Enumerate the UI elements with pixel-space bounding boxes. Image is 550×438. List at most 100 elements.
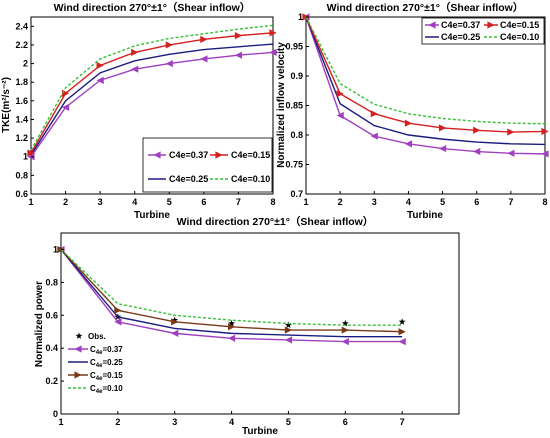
chart-tke-title: Wind direction 270°±1°（Shear inflow） bbox=[54, 1, 251, 14]
velocity-series-c4e-0-37-point bbox=[473, 147, 481, 156]
power-series-c4e-0-15-point bbox=[284, 326, 293, 334]
x-tick-label: 8 bbox=[542, 197, 547, 207]
y-tick-label: 0.8 bbox=[15, 170, 28, 180]
tke-series-c4e-0-37-line bbox=[30, 51, 274, 158]
power-series-c4e-0-15-point bbox=[227, 323, 236, 331]
y-tick-label: 1.4 bbox=[15, 114, 28, 124]
legend-label-c4e-0-10: C4e=0.10 bbox=[500, 32, 539, 42]
chart-velocity-marks bbox=[302, 13, 549, 158]
chart-tke-marks bbox=[27, 24, 277, 161]
tke-series-c4e-0-37-point bbox=[269, 48, 277, 56]
velocity-series-c4e-0-37-point bbox=[370, 132, 378, 140]
x-tick-label: 8 bbox=[270, 197, 275, 207]
tke-series-c4e-0-37-point bbox=[234, 51, 243, 59]
power-series-c4e-0-37-point bbox=[227, 334, 236, 342]
velocity-series-c4e-0-15-point bbox=[541, 127, 549, 136]
velocity-series-c4e-0-15-point bbox=[473, 126, 481, 134]
y-tick-label: 1 bbox=[298, 12, 303, 22]
y-tick-label: 0.95 bbox=[285, 42, 303, 52]
chart-power-plot-area bbox=[60, 232, 460, 415]
power-series-obs-point bbox=[341, 319, 349, 327]
chart-velocity-xlabel: Turbine bbox=[407, 210, 443, 221]
x-tick-label: 1 bbox=[28, 197, 33, 207]
x-tick-label: 3 bbox=[172, 417, 177, 427]
chart-power-ylabel: Normalized power bbox=[34, 281, 45, 367]
x-tick-label: 2 bbox=[338, 197, 343, 207]
chart-tke-xlabel: Turbine bbox=[134, 210, 170, 221]
legend-label-c4e-0-25: C4e=0.25 bbox=[441, 32, 480, 42]
velocity-series-c4e-0-37-point bbox=[404, 140, 413, 148]
y-tick-label: 0.7 bbox=[290, 189, 303, 199]
legend-label-obs: Obs. bbox=[88, 332, 106, 341]
legend-marker-c4e-0-37 bbox=[153, 151, 161, 159]
tke-series-c4e-0-15-point bbox=[200, 35, 208, 43]
legend-label-c4e-0-25: C4e=0.25 bbox=[169, 174, 208, 184]
chart-power: Wind direction 270°±1°（Shear inflow） 1 2 3… bbox=[34, 215, 460, 437]
x-tick-label: 4 bbox=[406, 197, 411, 207]
legend-label-c4e-0-37: C4e=0.37 bbox=[169, 150, 208, 160]
x-tick-label: 5 bbox=[286, 417, 291, 427]
x-tick-label: 6 bbox=[474, 197, 479, 207]
velocity-series-c4e-0-15-point bbox=[507, 128, 515, 136]
power-series-c4e-0-37-point bbox=[114, 318, 122, 326]
chart-velocity-legend: C4e=0.37 C4e=0.15 C4e=0.25 C4e=0.10 bbox=[421, 17, 545, 45]
power-series-obs-point bbox=[228, 319, 235, 327]
x-tick-label: 2 bbox=[115, 417, 120, 427]
chart-power-xlabel: Turbine bbox=[242, 426, 278, 437]
x-tick-label: 1 bbox=[58, 417, 63, 427]
chart-velocity-title: Wind direction 270°±1°（Shear inflow） bbox=[327, 1, 524, 14]
y-tick-label: 0.8 bbox=[290, 130, 303, 140]
y-tick-label: 1 bbox=[53, 244, 58, 254]
legend-label-c4e-0-37: C4e=0.37 bbox=[90, 345, 123, 356]
power-series-c4e-0-37-point bbox=[398, 338, 406, 346]
velocity-series-c4e-0-37-line bbox=[305, 16, 546, 155]
chart-velocity-ticks: 1 2 3 4 5 6 7 8 0.7 0.75 0.8 0.85 0.9 0.95 1 bbox=[285, 12, 547, 207]
legend-label-c4e-0-37: C4e=0.37 bbox=[441, 20, 480, 30]
y-tick-label: 1.8 bbox=[15, 77, 28, 87]
power-series-c4e-0-15-line bbox=[60, 248, 403, 333]
legend-label-c4e-0-10: C4e=0.10 bbox=[90, 384, 123, 395]
tke-series-c4e-0-37-point bbox=[200, 55, 208, 63]
power-series-c4e-0-15-point bbox=[171, 318, 179, 326]
y-tick-label: 1.2 bbox=[15, 133, 28, 143]
power-series-c4e-0-37-point bbox=[341, 338, 349, 346]
x-tick-label: 7 bbox=[508, 197, 513, 207]
power-series-c4e-0-10-line bbox=[60, 248, 403, 326]
legend-marker-c4e-0-15 bbox=[215, 151, 223, 159]
y-tick-label: 0 bbox=[53, 409, 58, 419]
y-tick-label: 0.9 bbox=[290, 71, 303, 81]
power-series-c4e-0-37-point bbox=[171, 329, 179, 337]
y-tick-label: 2 bbox=[23, 59, 28, 69]
legend-label-c4e-0-25: C4e=0.25 bbox=[90, 358, 123, 369]
velocity-series-c4e-0-15-point bbox=[438, 124, 447, 132]
power-series-obs-point bbox=[398, 318, 406, 325]
power-series-c4e-0-15-point bbox=[341, 326, 349, 334]
power-series-obs-point bbox=[285, 321, 292, 329]
tke-series-c4e-0-15-point bbox=[96, 61, 104, 70]
power-series-c4e-0-25-line bbox=[60, 248, 403, 338]
tke-series-c4e-0-10-line bbox=[30, 24, 274, 151]
x-tick-label: 1 bbox=[303, 197, 308, 207]
tke-series-c4e-0-37-point bbox=[131, 65, 139, 73]
legend-label-c4e-0-10: C4e=0.10 bbox=[231, 174, 270, 184]
tke-series-c4e-0-15-point bbox=[234, 32, 243, 40]
x-tick-label: 5 bbox=[440, 197, 445, 207]
chart-tke: Wind direction 270°±1°（Shear inflow） 1 2 3… bbox=[1, 1, 277, 221]
chart-velocity: Wind direction 270°±1°（Shear inflow） 1 2 3… bbox=[276, 1, 549, 221]
legend-label-c4e-0-15: C4e=0.15 bbox=[90, 371, 123, 382]
tke-series-c4e-0-15-point bbox=[269, 29, 277, 37]
legend-label-c4e-0-15: C4e=0.15 bbox=[500, 20, 539, 30]
x-tick-label: 3 bbox=[98, 197, 103, 207]
velocity-series-c4e-0-25-line bbox=[305, 16, 546, 146]
velocity-series-c4e-0-37-point bbox=[438, 144, 447, 153]
x-tick-label: 7 bbox=[236, 197, 241, 207]
y-tick-label: 0.6 bbox=[45, 310, 58, 320]
y-tick-label: 2.2 bbox=[15, 40, 28, 50]
y-tick-label: 0.6 bbox=[15, 189, 28, 199]
velocity-series-c4e-0-37-point bbox=[507, 149, 515, 157]
chart-tke-ylabel: TKE(m²/s⁻²) bbox=[1, 77, 12, 133]
legend-marker-c4e-0-37 bbox=[428, 21, 436, 29]
tke-series-c4e-0-37-point bbox=[165, 59, 173, 68]
tke-series-c4e-0-15-point bbox=[165, 41, 173, 49]
